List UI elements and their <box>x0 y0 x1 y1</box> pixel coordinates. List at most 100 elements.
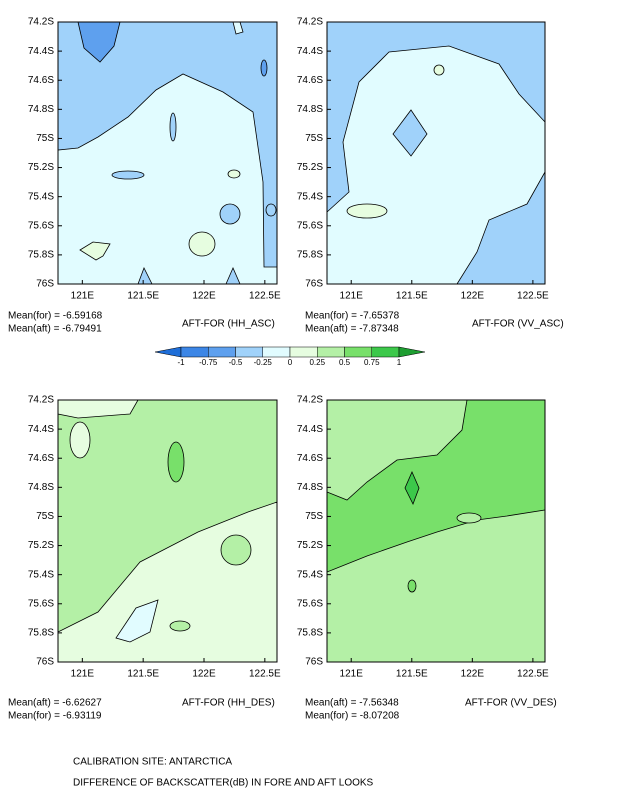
panel-title: AFT-FOR (HH_DES) <box>182 698 275 709</box>
y-tick-label: 75S <box>305 511 323 522</box>
colorbar-box <box>289 346 318 358</box>
plot-frame <box>57 21 278 285</box>
y-tick-label: 74.8S <box>297 104 323 115</box>
y-tick-label: 74.4S <box>297 46 323 57</box>
x-tick-label: 122.5E <box>517 291 549 302</box>
mean-label: Mean(for) = -6.59168 <box>8 311 103 322</box>
x-tick-label: 122.5E <box>517 669 549 680</box>
colorbar-label: 0 <box>288 358 293 367</box>
y-tick-label: 74.2S <box>28 17 54 28</box>
fill <box>219 203 241 225</box>
y-tick-label: 75.6S <box>297 220 323 231</box>
contour-fills <box>57 21 278 285</box>
colorbar-end <box>154 346 182 358</box>
colorbar-box <box>235 346 263 358</box>
y-tick-label: 74.2S <box>28 395 54 406</box>
y-tick-label: 75.8S <box>28 628 54 639</box>
panel-title: AFT-FOR (VV_ASC) <box>472 319 564 330</box>
fill <box>169 112 177 142</box>
fill <box>265 203 277 217</box>
y-tick-label: 75S <box>305 133 323 144</box>
y-tick-label: 75.6S <box>297 598 323 609</box>
colorbar-box <box>208 346 236 358</box>
panel-title: AFT-FOR (VV_DES) <box>465 698 557 709</box>
plot-frame <box>57 399 278 663</box>
contour-fills <box>326 21 546 285</box>
mean-label: Mean(for) = -7.65378 <box>305 311 400 322</box>
fill <box>407 579 417 593</box>
y-tick-label: 75.6S <box>28 220 54 231</box>
mean-label: Mean(aft) = -6.62627 <box>8 698 102 709</box>
y-tick-label: 75.4S <box>297 569 323 580</box>
colorbar-label: -1 <box>177 358 185 367</box>
colorbar-box <box>262 346 291 358</box>
footer-text: CALIBRATION SITE: ANTARCTICA <box>73 757 232 768</box>
fill <box>227 169 241 179</box>
contour-fills <box>57 399 278 663</box>
y-tick-label: 75.8S <box>297 250 323 261</box>
y-tick-label: 74.6S <box>28 453 54 464</box>
fill <box>115 599 159 643</box>
colorbar-label: -0.5 <box>229 358 243 367</box>
mean-label: Mean(for) = -6.93119 <box>8 711 102 722</box>
fill <box>260 59 268 77</box>
y-tick-label: 76S <box>36 279 54 290</box>
footer-text: DIFFERENCE OF BACKSCATTER(dB) IN FORE AN… <box>73 778 374 789</box>
x-tick-label: 121.5E <box>396 291 428 302</box>
colorbar-label: 1 <box>397 358 402 367</box>
y-tick-label: 75.8S <box>297 628 323 639</box>
fill <box>456 512 482 524</box>
y-tick-label: 75.2S <box>297 540 323 551</box>
colorbar-box <box>317 346 345 358</box>
x-tick-label: 121E <box>71 291 95 302</box>
y-tick-label: 75.4S <box>297 191 323 202</box>
fill <box>169 620 191 632</box>
fill <box>404 471 420 505</box>
x-tick-label: 122E <box>192 291 216 302</box>
y-tick-label: 75.4S <box>28 191 54 202</box>
contour-fills <box>326 399 546 663</box>
y-tick-label: 74.6S <box>297 453 323 464</box>
x-tick-label: 122E <box>461 669 485 680</box>
fill <box>57 21 278 268</box>
y-tick-label: 76S <box>36 657 54 668</box>
colorbar-label: 0.75 <box>364 358 380 367</box>
fill <box>69 421 91 459</box>
y-tick-label: 76S <box>305 657 323 668</box>
colorbar-box <box>344 346 372 358</box>
plot-frame <box>326 21 546 285</box>
fill <box>433 64 445 76</box>
x-tick-label: 122E <box>192 669 216 680</box>
fill <box>220 534 252 566</box>
colorbar-box <box>371 346 400 358</box>
x-tick-label: 122E <box>461 291 485 302</box>
fill <box>326 399 468 501</box>
y-tick-label: 75.6S <box>28 598 54 609</box>
colorbar-label: 0.25 <box>309 358 325 367</box>
y-tick-label: 75.2S <box>297 162 323 173</box>
mean-label: Mean(aft) = -7.56348 <box>305 698 399 709</box>
y-tick-label: 74.6S <box>297 75 323 86</box>
x-tick-label: 121.5E <box>127 291 159 302</box>
x-tick-label: 121.5E <box>127 669 159 680</box>
colorbar-end <box>398 346 426 358</box>
y-tick-label: 74.4S <box>28 424 54 435</box>
y-tick-label: 75.8S <box>28 250 54 261</box>
y-tick-label: 74.8S <box>28 104 54 115</box>
colorbar-box <box>180 346 209 358</box>
y-tick-label: 74.2S <box>297 17 323 28</box>
x-tick-label: 121E <box>71 669 95 680</box>
colorbar-label: -0.75 <box>199 358 218 367</box>
plot-frame <box>326 399 546 663</box>
y-tick-label: 75.2S <box>28 540 54 551</box>
y-tick-label: 74.6S <box>28 75 54 86</box>
y-tick-label: 75S <box>36 133 54 144</box>
mean-label: Mean(aft) = -7.87348 <box>305 324 399 335</box>
x-tick-label: 121E <box>340 291 364 302</box>
y-tick-label: 75.2S <box>28 162 54 173</box>
y-tick-label: 74.4S <box>297 424 323 435</box>
fill <box>188 231 216 257</box>
mean-label: Mean(for) = -8.07208 <box>305 711 400 722</box>
x-tick-label: 122.5E <box>249 669 281 680</box>
